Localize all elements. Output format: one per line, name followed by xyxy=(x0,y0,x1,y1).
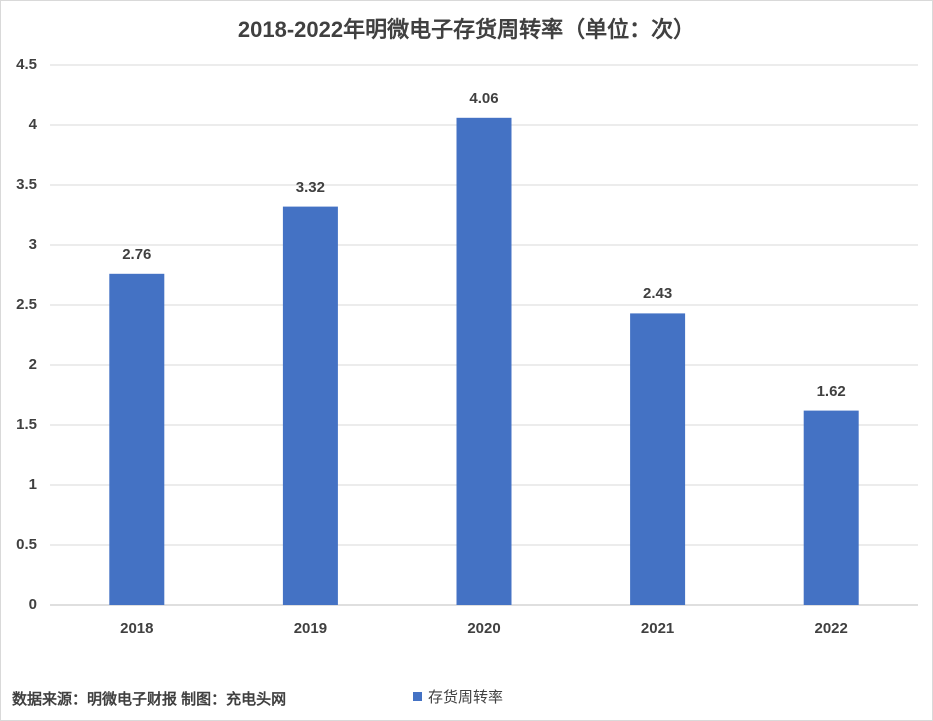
y-tick-label: 0 xyxy=(28,596,37,613)
data-label: 4.06 xyxy=(469,89,499,107)
x-tick-label: 2019 xyxy=(293,620,328,637)
y-tick-label: 0.5 xyxy=(16,536,37,553)
y-tick-label: 3.5 xyxy=(16,176,37,193)
bar xyxy=(109,273,165,605)
bar xyxy=(630,313,686,605)
x-tick-label: 2020 xyxy=(467,620,501,637)
x-tick-label: 2021 xyxy=(640,620,675,637)
data-label: 2.43 xyxy=(642,285,673,303)
y-tick-label: 4.5 xyxy=(16,56,37,73)
x-tick-label: 2022 xyxy=(814,620,848,637)
chart-title: 2018-2022年明微电子存货周转率（单位：次） xyxy=(237,17,696,42)
source-note: 数据来源：明微电子财报 制图：充电头网 xyxy=(12,691,287,708)
y-tick-label: 2 xyxy=(28,356,37,373)
bar xyxy=(282,206,338,605)
y-tick-label: 3 xyxy=(28,236,37,253)
legend-swatch xyxy=(413,692,422,701)
legend: 存货周转率 xyxy=(413,686,503,707)
y-tick-label: 4 xyxy=(28,116,37,133)
data-label: 3.32 xyxy=(295,178,325,196)
bar xyxy=(456,117,512,606)
bar xyxy=(803,410,859,605)
y-tick-label: 1 xyxy=(28,476,37,493)
data-label: 2.76 xyxy=(122,245,152,263)
legend-label: 存货周转率 xyxy=(428,689,504,706)
y-tick-label: 2.5 xyxy=(16,296,37,313)
y-tick-label: 1.5 xyxy=(16,416,37,433)
data-label: 1.62 xyxy=(816,382,846,400)
x-tick-label: 2018 xyxy=(120,620,154,637)
